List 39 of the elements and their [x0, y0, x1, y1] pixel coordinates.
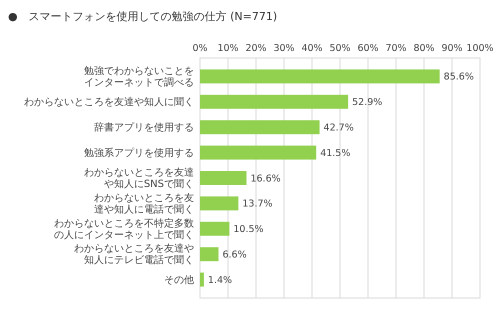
x-tick-label: 0% [192, 43, 208, 54]
bar [200, 120, 320, 134]
bar [200, 94, 348, 109]
data-label: 10.5% [233, 224, 264, 236]
bar [200, 222, 230, 236]
bar [200, 171, 246, 185]
data-label: 42.7% [324, 122, 354, 134]
data-label: 13.7% [242, 198, 273, 210]
x-tick-label: 90% [441, 43, 463, 54]
y-tick-label: その他 [164, 274, 194, 286]
x-tick-label: 40% [301, 43, 323, 54]
data-label: 6.6% [222, 250, 247, 261]
x-tick-label: 20% [245, 43, 267, 54]
bar [200, 247, 218, 262]
data-label: 41.5% [320, 148, 350, 159]
bar [200, 69, 440, 84]
y-tick-label: 辞書アプリを使用する [94, 121, 194, 134]
x-tick-label: 60% [357, 43, 379, 54]
y-tick-label: わからないところを友達や知人に電話で聞く [94, 192, 194, 216]
chart-title: ● スマートフォンを使用しての勉強の仕方 (N=771) [8, 10, 278, 23]
y-tick-label: 勉強でわからないことをインターネットで調べる [84, 64, 194, 88]
data-label: 52.9% [352, 97, 382, 108]
x-tick-label: 100% [466, 43, 494, 54]
data-label: 85.6% [444, 72, 474, 83]
y-tick-label: わからないところを友達や知人に聞く [24, 96, 194, 108]
y-tick-label: わからないところを不特定多数の人にインターネット上で聞く [54, 217, 194, 241]
bar [200, 146, 316, 160]
bar [200, 272, 204, 287]
y-tick-label: わからないところを友達や知人にテレビ電話で聞く [74, 242, 194, 266]
x-tick-label: 30% [273, 43, 295, 54]
x-tick-label: 80% [413, 43, 435, 54]
x-tick-label: 50% [329, 43, 351, 54]
x-tick-label: 70% [385, 43, 407, 54]
y-tick-label: わからないところを友達や知人にSNSで聞く [84, 166, 194, 190]
x-tick-label: 10% [217, 43, 239, 54]
data-label: 16.6% [250, 173, 281, 184]
bar [200, 196, 238, 210]
data-label: 1.4% [208, 274, 232, 286]
y-tick-label: 勉強系アプリを使用する [84, 146, 194, 159]
